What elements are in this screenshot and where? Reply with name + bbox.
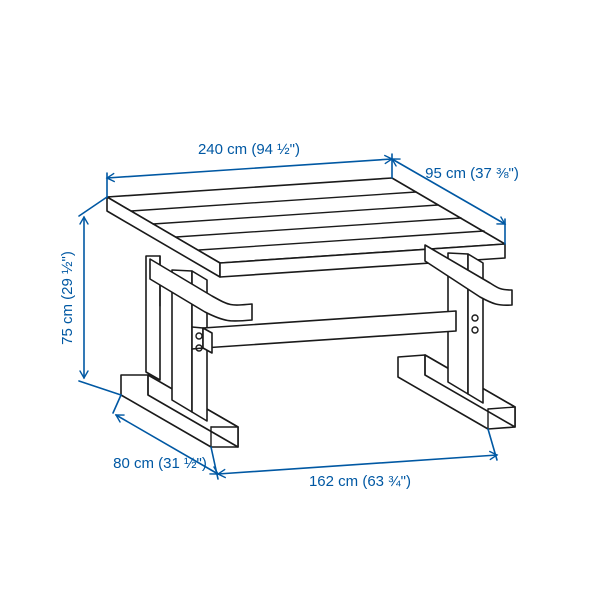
- table-illustration: [107, 178, 515, 447]
- label-height: 75 cm (29 ½"): [59, 251, 76, 345]
- label-leg-span: 162 cm (63 ¾"): [309, 473, 411, 490]
- label-length: 240 cm (94 ½"): [198, 141, 300, 158]
- dimensional-diagram: 240 cm (94 ½") 95 cm (37 ⅜") 75 cm (29 ½…: [0, 0, 600, 600]
- label-foot-depth: 80 cm (31 ½"): [113, 455, 207, 472]
- label-width: 95 cm (37 ⅜"): [425, 165, 519, 182]
- dim-leg-span: [218, 455, 497, 474]
- dim-length: [107, 159, 392, 178]
